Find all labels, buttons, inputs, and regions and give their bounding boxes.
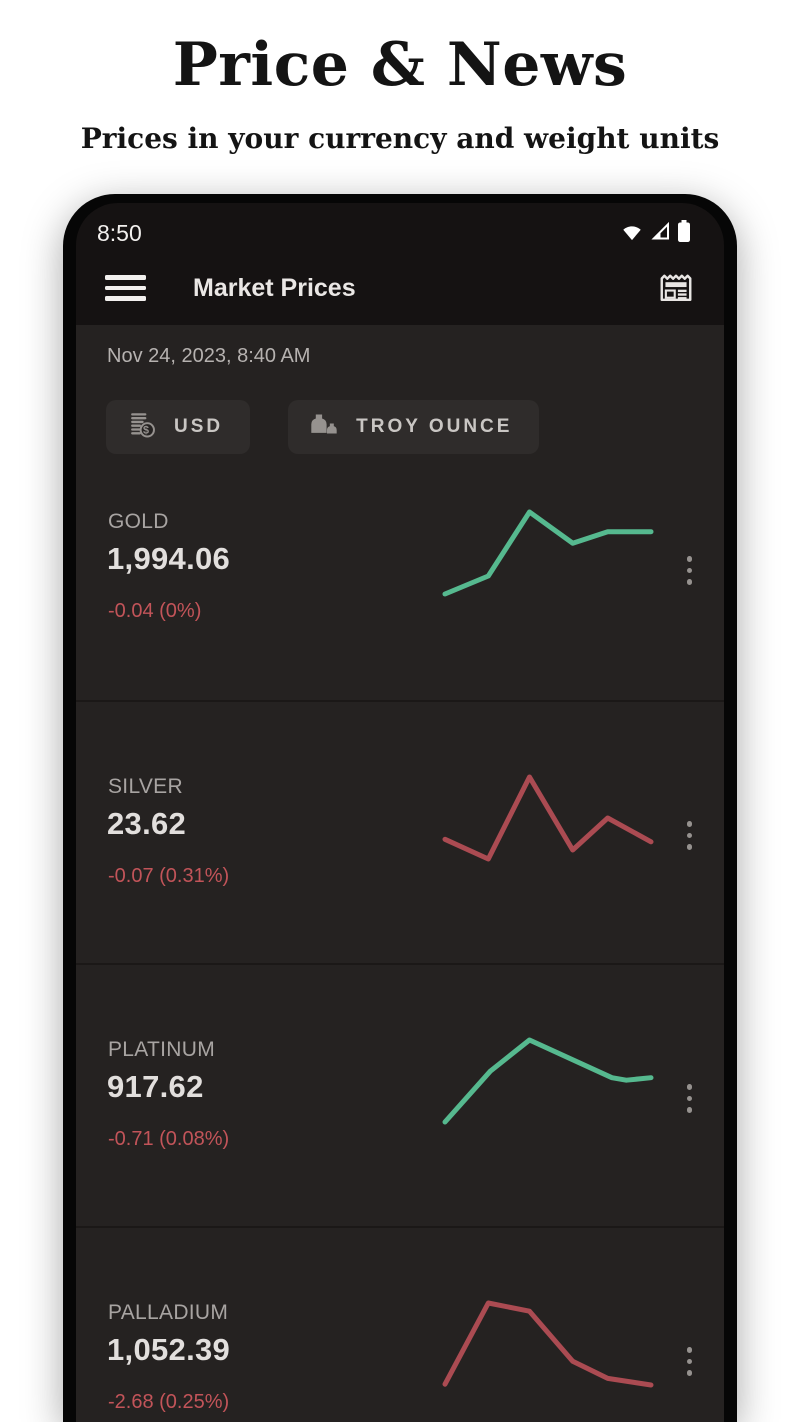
phone-mockup: 8:50 Market Prices (63, 194, 737, 1422)
metal-row-silver[interactable]: SILVER 23.62 -0.07 (0.31%) (76, 700, 724, 963)
metal-change: -0.04 (0%) (108, 600, 202, 622)
cellular-signal-icon (650, 221, 671, 246)
coins-dollar-icon: $ (123, 406, 159, 448)
status-bar: 8:50 (76, 203, 724, 251)
sparkline-chart (442, 1300, 654, 1388)
svg-text:$: $ (143, 425, 152, 437)
battery-icon (678, 219, 690, 247)
metal-price: 23.62 (107, 806, 187, 841)
metal-change: -0.07 (0.31%) (108, 865, 230, 887)
phone-screen: 8:50 Market Prices (76, 203, 724, 1422)
overflow-menu-icon[interactable] (685, 819, 695, 852)
metal-change: -0.71 (0.08%) (108, 1128, 230, 1150)
metal-price: 1,052.39 (107, 1332, 231, 1367)
appbar-title: Market Prices (193, 273, 356, 302)
weights-icon (305, 406, 341, 448)
filter-buttons-row: $ USD TROY OUNCE (106, 400, 540, 454)
metal-row-palladium[interactable]: PALLADIUM 1,052.39 -2.68 (0.25%) (76, 1226, 724, 1422)
app-bar: Market Prices (76, 251, 724, 325)
currency-button-label: USD (174, 416, 224, 437)
sparkline-chart (442, 1037, 654, 1125)
overflow-menu-icon[interactable] (685, 1082, 695, 1115)
currency-button[interactable]: $ USD (106, 400, 251, 454)
weight-unit-button-label: TROY OUNCE (356, 416, 513, 437)
metal-price: 1,994.06 (107, 541, 231, 576)
metal-price: 917.62 (107, 1069, 204, 1104)
page-title: Price & News (172, 30, 628, 100)
market-prices-content: Nov 24, 2023, 8:40 AM (76, 325, 724, 1422)
overflow-menu-icon[interactable] (685, 554, 695, 587)
sparkline-chart (442, 509, 654, 597)
status-time: 8:50 (97, 219, 142, 246)
metal-row-platinum[interactable]: PLATINUM 917.62 -0.71 (0.08%) (76, 963, 724, 1226)
metal-name: SILVER (108, 775, 183, 798)
weight-unit-button[interactable]: TROY OUNCE (288, 400, 540, 454)
overflow-menu-icon[interactable] (685, 1345, 695, 1378)
metal-row-gold[interactable]: GOLD 1,994.06 -0.04 (0%) (76, 437, 724, 700)
sparkline-chart (442, 774, 654, 862)
newspaper-icon[interactable] (657, 269, 695, 307)
page-subtitle: Prices in your currency and weight units (80, 122, 720, 155)
metal-name: GOLD (108, 510, 169, 533)
metal-name: PLATINUM (108, 1038, 216, 1061)
metal-change: -2.68 (0.25%) (108, 1391, 230, 1413)
last-update-date: Nov 24, 2023, 8:40 AM (107, 345, 311, 367)
metal-name: PALLADIUM (108, 1301, 229, 1324)
wifi-icon (621, 221, 643, 246)
status-icons (621, 219, 690, 247)
hamburger-menu-icon[interactable] (105, 275, 146, 301)
